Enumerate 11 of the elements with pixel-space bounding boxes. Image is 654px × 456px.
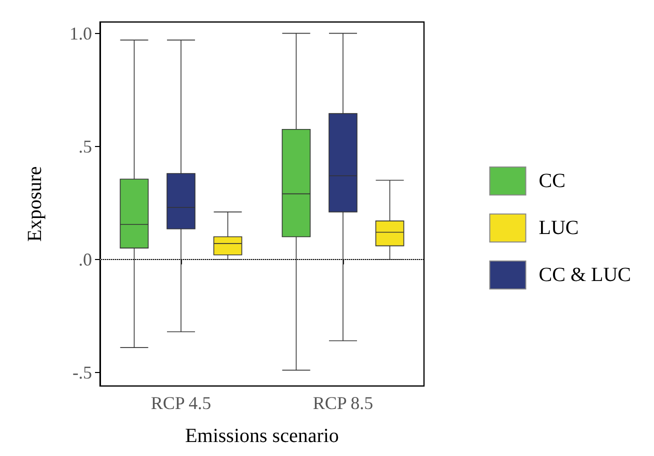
x-tick-label: RCP 8.5 [312, 393, 374, 413]
y-tick-label: 1.0 [70, 23, 92, 44]
y-tick-label: .0 [78, 249, 92, 270]
legend-label: CC [538, 170, 566, 192]
y-axis-title: Exposure [24, 166, 46, 242]
legend-label: LUC [538, 217, 579, 239]
y-tick-label: .5 [78, 136, 92, 156]
y-tick-label: -.5 [72, 362, 92, 382]
x-tick-label: RCP 4.5 [150, 393, 212, 413]
x-axis-title: Emissions scenario [185, 425, 339, 447]
legend-label: CC & LUC [538, 264, 632, 286]
